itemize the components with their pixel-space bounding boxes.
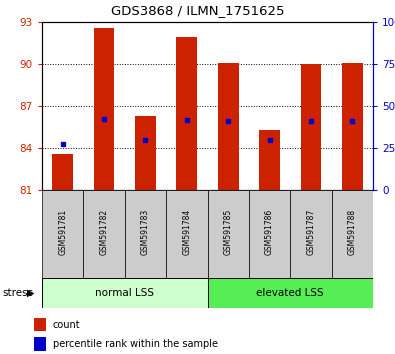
Text: GSM591787: GSM591787 <box>307 209 316 255</box>
Text: GSM591784: GSM591784 <box>182 209 191 255</box>
Bar <box>177 38 197 190</box>
Text: percentile rank within the sample: percentile rank within the sample <box>53 339 218 349</box>
Bar <box>166 190 207 278</box>
Text: stress: stress <box>2 288 33 298</box>
Bar <box>332 190 373 278</box>
Bar <box>249 190 290 278</box>
Text: GSM591781: GSM591781 <box>58 209 67 255</box>
Bar <box>207 190 249 278</box>
Bar <box>94 28 115 190</box>
Bar <box>34 318 46 331</box>
Bar <box>218 63 239 190</box>
Bar <box>42 278 207 308</box>
Text: GSM591785: GSM591785 <box>224 209 233 255</box>
Bar <box>53 154 73 190</box>
Bar <box>42 190 83 278</box>
Text: GSM591783: GSM591783 <box>141 209 150 255</box>
Text: ▶: ▶ <box>27 288 34 298</box>
Bar <box>83 190 125 278</box>
Text: GSM591782: GSM591782 <box>100 209 109 255</box>
Bar <box>301 64 321 190</box>
Bar <box>207 278 373 308</box>
Text: GDS3868 / ILMN_1751625: GDS3868 / ILMN_1751625 <box>111 4 284 17</box>
Text: elevated LSS: elevated LSS <box>256 288 324 298</box>
Bar <box>125 190 166 278</box>
Text: count: count <box>53 320 80 330</box>
Bar <box>342 63 363 190</box>
Text: normal LSS: normal LSS <box>95 288 154 298</box>
Bar <box>135 116 156 190</box>
Bar <box>259 130 280 190</box>
Text: GSM591786: GSM591786 <box>265 209 274 255</box>
Text: GSM591788: GSM591788 <box>348 209 357 255</box>
Bar <box>34 337 46 351</box>
Bar <box>290 190 332 278</box>
